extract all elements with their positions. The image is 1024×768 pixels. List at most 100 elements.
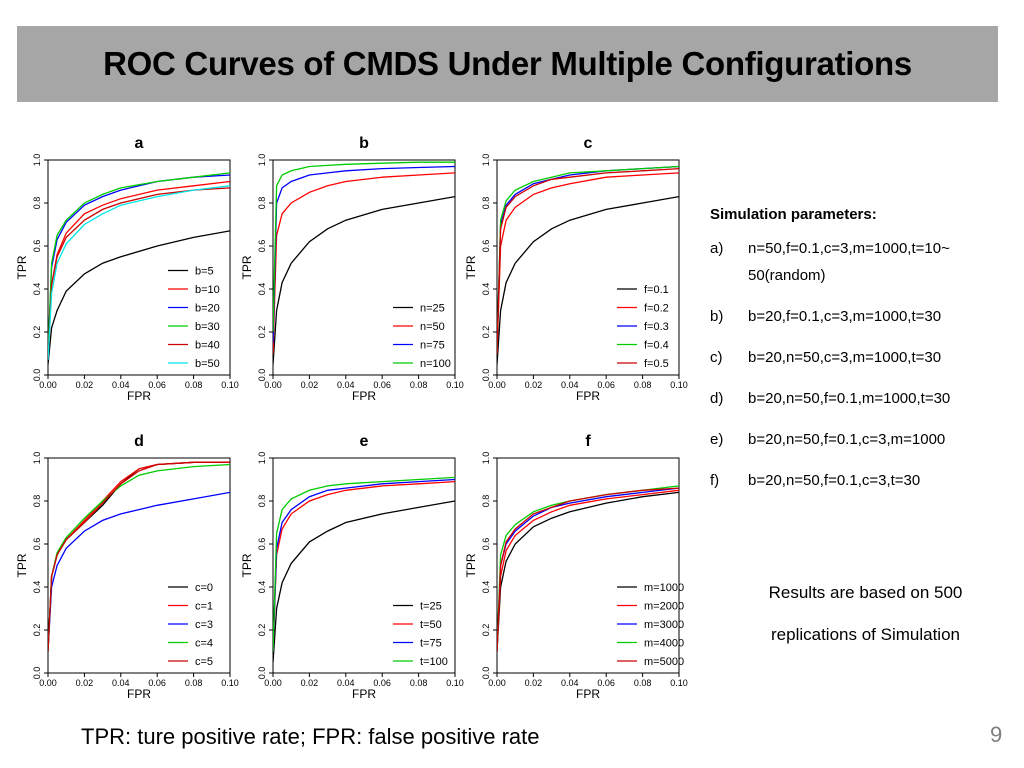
y-tick-label: 0.0	[32, 369, 42, 382]
series-line-m=1000	[497, 491, 679, 652]
legend-label: m=4000	[644, 638, 684, 650]
param-item-e: e) b=20,n=50,f=0.1,c=3,m=1000	[710, 426, 1010, 453]
x-tick-label: 0.02	[525, 678, 543, 688]
x-tick-label: 0.10	[446, 380, 464, 390]
legend-label: f=0.4	[644, 340, 669, 352]
panel-title: e	[360, 433, 369, 450]
series-line-m=2000	[497, 489, 679, 652]
panel-title: d	[134, 433, 144, 450]
series-line-f=0.4	[497, 165, 679, 350]
param-label: a)	[710, 240, 724, 257]
y-tick-label: 1.0	[32, 154, 42, 167]
legend-label: b=40	[195, 340, 220, 352]
x-axis-label: FPR	[127, 687, 151, 701]
x-tick-label: 0.02	[301, 678, 319, 688]
legend-label: c=4	[195, 638, 213, 650]
param-text: b=20,n=50,f=0.1,m=1000,t=30	[748, 390, 951, 407]
param-item-b: b) b=20,f=0.1,c=3,m=1000,t=30	[710, 303, 1010, 330]
plot-frame	[272, 159, 456, 376]
x-tick-label: 0.04	[337, 380, 355, 390]
plot-frame	[496, 457, 680, 674]
x-axis-label: FPR	[352, 389, 376, 403]
plot-frame	[272, 457, 456, 674]
slide-title: ROC Curves of CMDS Under Multiple Config…	[103, 45, 912, 82]
series-line-t=75	[273, 478, 455, 652]
legend-label: n=100	[420, 358, 451, 370]
series-line-b=30	[48, 172, 230, 354]
roc-panel-d: d 0.00 0.02 0.04 0.06 0.08 0.10 FPR 0.0 0.2 0.4 0.6…	[15, 433, 239, 701]
y-axis-label: TPR	[15, 553, 29, 577]
x-tick-label: 0.10	[670, 678, 688, 688]
y-tick-label: 0.2	[32, 624, 42, 637]
roc-panel-c: c 0.00 0.02 0.04 0.06 0.08 0.10 FPR 0.0 0.2 0.4 0.6…	[464, 135, 688, 403]
y-tick-label: 0.0	[481, 369, 491, 382]
y-tick-label: 0.4	[481, 581, 491, 594]
y-tick-label: 0.2	[32, 326, 42, 339]
y-tick-label: 0.0	[32, 667, 42, 680]
series-line-t=25	[273, 500, 455, 663]
x-tick-label: 0.06	[148, 380, 166, 390]
legend-label: b=30	[195, 321, 220, 333]
legend-label: m=2000	[644, 601, 684, 613]
x-tick-label: 0.06	[597, 380, 615, 390]
legend: n=25 n=50 n=75 n=100	[393, 303, 451, 370]
x-tick-label: 0.10	[221, 380, 239, 390]
x-tick-label: 0.06	[373, 380, 391, 390]
legend-label: f=0.5	[644, 358, 669, 370]
legend: m=1000 m=2000 m=3000 m=4000 m=5000	[617, 582, 684, 668]
legend-label: f=0.1	[644, 284, 669, 296]
legend-label: m=1000	[644, 582, 684, 594]
page-number: 9	[990, 722, 1003, 747]
param-text: b=20,f=0.1,c=3,m=1000,t=30	[748, 308, 942, 325]
y-tick-label: 0.6	[481, 240, 491, 253]
panel-title: b	[359, 135, 369, 152]
y-tick-label: 1.0	[257, 154, 267, 167]
x-axis-label: FPR	[352, 687, 376, 701]
x-tick-label: 0.00	[264, 380, 282, 390]
legend: b=5 b=10 b=20 b=30 b=40 b=50	[168, 266, 220, 370]
param-label: f)	[710, 472, 720, 489]
legend-label: t=25	[420, 601, 442, 613]
param-item-a: a) n=50,f=0.1,c=3,m=1000,t=10~ 50(random…	[710, 235, 1010, 289]
x-tick-label: 0.02	[76, 678, 94, 688]
x-tick-label: 0.00	[264, 678, 282, 688]
y-tick-label: 0.6	[32, 240, 42, 253]
simulation-parameters-panel: Simulation parameters: a) n=50,f=0.1,c=3…	[710, 206, 1010, 508]
plot-frame	[47, 159, 231, 376]
y-tick-label: 1.0	[481, 154, 491, 167]
x-tick-label: 0.08	[634, 380, 652, 390]
x-tick-label: 0.10	[221, 678, 239, 688]
title-bar: ROC Curves of CMDS Under Multiple Config…	[17, 26, 998, 102]
series-line-c=3	[48, 491, 230, 652]
series-line-f=0.1	[497, 195, 679, 365]
y-axis-label: TPR	[464, 553, 478, 577]
x-tick-label: 0.10	[670, 380, 688, 390]
y-tick-label: 0.0	[257, 667, 267, 680]
roc-panel-e: e 0.00 0.02 0.04 0.06 0.08 0.10 FPR 0.0 0.2 0.4 0.6…	[240, 433, 464, 701]
series-line-n=100	[273, 161, 455, 333]
y-axis-label: TPR	[240, 255, 254, 279]
x-tick-label: 0.06	[148, 678, 166, 688]
plot-frame	[496, 159, 680, 376]
x-tick-label: 0.10	[446, 678, 464, 688]
x-axis-label: FPR	[576, 687, 600, 701]
x-axis-label: FPR	[127, 389, 151, 403]
panel-title: c	[584, 135, 593, 152]
x-tick-label: 0.00	[39, 678, 57, 688]
y-tick-label: 0.6	[257, 538, 267, 551]
param-label: c)	[710, 349, 723, 366]
series-line-n=50	[273, 172, 455, 354]
y-tick-label: 0.0	[257, 369, 267, 382]
series-line-m=5000	[497, 487, 679, 652]
legend-label: m=3000	[644, 619, 684, 631]
x-tick-label: 0.04	[561, 380, 579, 390]
x-tick-label: 0.02	[76, 380, 94, 390]
x-tick-label: 0.04	[112, 678, 130, 688]
parameters-heading: Simulation parameters:	[710, 206, 877, 223]
legend-label: n=50	[420, 321, 445, 333]
y-axis-label: TPR	[464, 255, 478, 279]
legend: f=0.1 f=0.2 f=0.3 f=0.4 f=0.5	[617, 284, 669, 370]
y-tick-label: 0.2	[257, 326, 267, 339]
param-text: b=20,n=50,c=3,m=1000,t=30	[748, 349, 942, 366]
